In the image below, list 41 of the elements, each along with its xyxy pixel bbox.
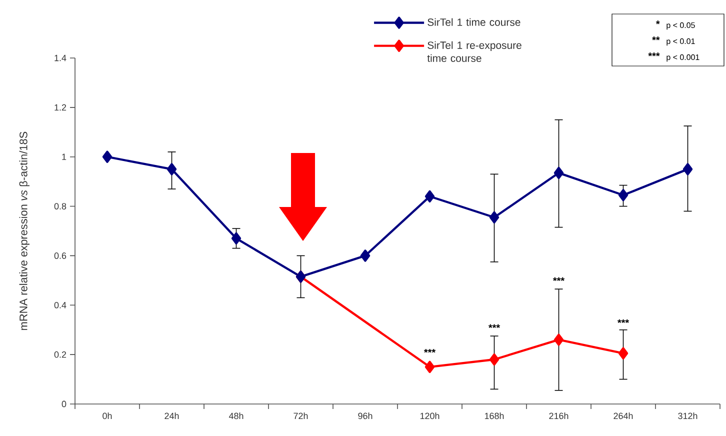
- y-tick-label: 0.2: [54, 351, 66, 358]
- point: [682, 163, 693, 176]
- point: [554, 334, 564, 346]
- annotation: ***: [488, 324, 500, 328]
- x-tick-label: 96h: [358, 412, 372, 420]
- text: **: [652, 36, 660, 40]
- y-tick-label: 0: [62, 400, 66, 408]
- point: [424, 190, 435, 202]
- x-tick-label: 216h: [549, 412, 568, 420]
- y-tick-label: 0.6: [54, 252, 66, 259]
- point: [618, 189, 628, 202]
- point: [166, 163, 177, 176]
- point: [489, 353, 500, 366]
- x-tick-label: 264h: [614, 412, 633, 420]
- x-tick-label: 24h: [164, 412, 179, 420]
- annotation: ***: [424, 348, 436, 353]
- x-tick-label: 312h: [678, 412, 698, 420]
- x-tick-label: 120h: [420, 412, 440, 420]
- point: [360, 250, 370, 262]
- point: [554, 166, 564, 180]
- y-tick-label: 1: [62, 154, 66, 160]
- point: [489, 211, 500, 224]
- point: [102, 150, 112, 163]
- y-axis-title: mRNA relative expression vs β-actin/18S: [19, 132, 30, 330]
- x-tick-label: 72h: [294, 412, 308, 420]
- legend-label: SirTel 1 re-exposure time course: [427, 41, 522, 62]
- text: *: [656, 20, 660, 24]
- point: [231, 232, 242, 244]
- point: [424, 360, 435, 374]
- annotation: ***: [552, 277, 565, 281]
- y-tick-label: 1.4: [54, 54, 66, 62]
- y-tick-label: 0.4: [54, 302, 66, 308]
- y-tick-label: 0.8: [54, 203, 66, 210]
- x-tick-label: 168h: [484, 412, 504, 420]
- x-tick-label: 48h: [228, 412, 244, 420]
- legend-label: SirTel 1 time course: [428, 18, 520, 26]
- annotation: ***: [617, 319, 630, 324]
- y-tick-label: 1.2: [54, 104, 66, 111]
- point: [618, 347, 628, 360]
- x-tick-label: 0h: [102, 412, 112, 420]
- text: ***: [648, 52, 660, 56]
